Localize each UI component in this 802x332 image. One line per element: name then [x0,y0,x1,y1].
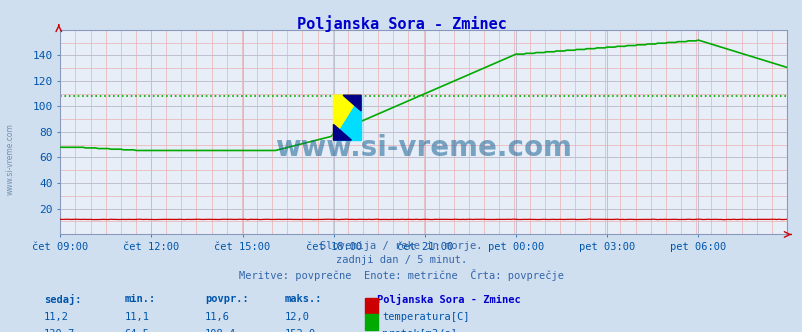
Text: Poljanska Sora - Zminec: Poljanska Sora - Zminec [377,294,520,305]
Polygon shape [333,95,361,140]
Text: maks.:: maks.: [285,294,322,304]
Polygon shape [333,95,361,140]
Text: 11,2: 11,2 [44,312,69,322]
Text: 130,7: 130,7 [44,329,75,332]
Text: pretok[m3/s]: pretok[m3/s] [382,329,456,332]
Text: Slovenija / reke in morje.: Slovenija / reke in morje. [320,241,482,251]
Text: 64,5: 64,5 [124,329,149,332]
Text: povpr.:: povpr.: [205,294,248,304]
Text: 11,1: 11,1 [124,312,149,322]
Text: sedaj:: sedaj: [44,294,82,305]
Text: 11,6: 11,6 [205,312,229,322]
Text: www.si-vreme.com: www.si-vreme.com [6,124,15,195]
Text: temperatura[C]: temperatura[C] [382,312,469,322]
Polygon shape [342,95,361,111]
Text: Meritve: povprečne  Enote: metrične  Črta: povprečje: Meritve: povprečne Enote: metrične Črta:… [239,269,563,281]
Text: www.si-vreme.com: www.si-vreme.com [275,134,571,162]
Polygon shape [333,124,351,140]
Text: Poljanska Sora - Zminec: Poljanska Sora - Zminec [296,15,506,32]
Text: 12,0: 12,0 [285,312,310,322]
Text: min.:: min.: [124,294,156,304]
Text: 152,0: 152,0 [285,329,316,332]
Text: 108,4: 108,4 [205,329,236,332]
Text: zadnji dan / 5 minut.: zadnji dan / 5 minut. [335,255,467,265]
